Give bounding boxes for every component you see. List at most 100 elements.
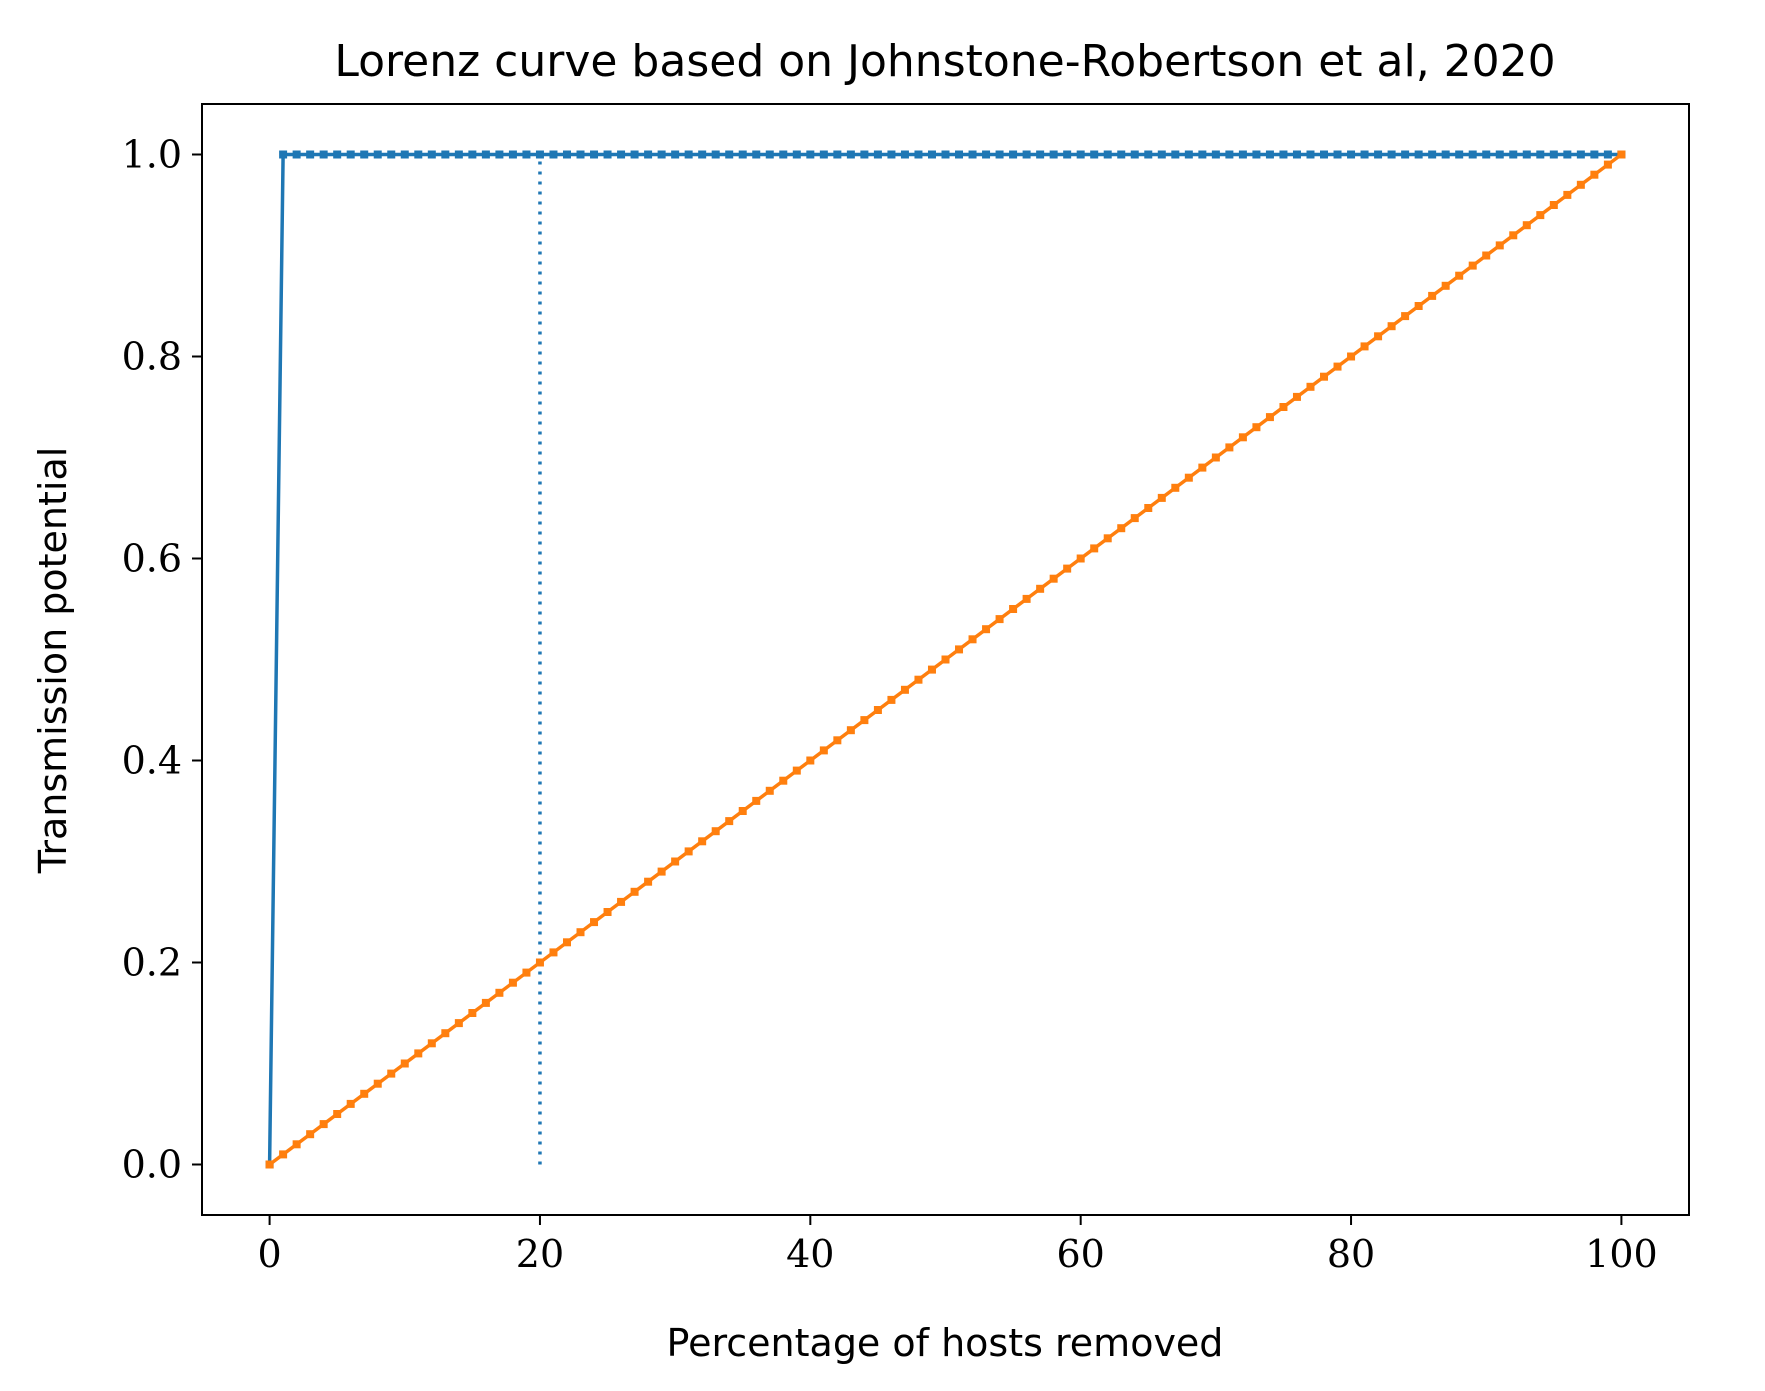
series-1-point [1495, 150, 1504, 159]
series-2-point [1198, 463, 1207, 472]
series-2-point [1225, 443, 1234, 452]
series-1-point [292, 150, 301, 159]
series-1-point [846, 150, 855, 159]
series-1-point [1144, 150, 1153, 159]
series-2-point [887, 695, 896, 704]
series-2-point [765, 786, 774, 795]
series-2-point [360, 1089, 369, 1098]
series-1-point [1036, 150, 1045, 159]
series-2-point [400, 1059, 409, 1068]
x-tick-label: 100 [1585, 1232, 1658, 1276]
series-1-point [698, 150, 707, 159]
series-1-point [1320, 150, 1329, 159]
series-1-point [968, 150, 977, 159]
series-1-point [468, 150, 477, 159]
x-tick-label: 0 [257, 1232, 281, 1276]
series-2-point [441, 1029, 450, 1038]
series-1-point [1333, 150, 1342, 159]
series-1-point [711, 150, 720, 159]
series-1-point [576, 150, 585, 159]
series-1-point [508, 150, 517, 159]
series-2-point [1238, 433, 1247, 442]
series-2-point [414, 1049, 423, 1058]
series-2-point [1265, 413, 1274, 422]
series-1-point [995, 150, 1004, 159]
series-1-point [725, 150, 734, 159]
series-2-point [927, 665, 936, 674]
series-1-point [657, 150, 666, 159]
y-axis-label: Transmission potential [31, 447, 75, 875]
series-2-point [1482, 251, 1491, 260]
series-2-point [454, 1019, 463, 1028]
series-1-point [900, 150, 909, 159]
series-2-point [265, 1160, 274, 1169]
y-tick-label: 0.0 [122, 1143, 182, 1187]
series-2-point [508, 978, 517, 987]
series-1-point [1103, 150, 1112, 159]
series-1-point [495, 150, 504, 159]
series-2-point [1617, 150, 1626, 159]
series-1-point [819, 150, 828, 159]
series-2-point [333, 1110, 342, 1118]
series-2-point [1076, 554, 1085, 563]
plot-frame [201, 103, 1690, 1216]
series-2-point [752, 796, 761, 805]
series-1-point [549, 150, 558, 159]
series-1-point [414, 150, 423, 159]
series-1-point [779, 150, 788, 159]
series-2-point [1022, 594, 1031, 603]
series-2-point [1590, 170, 1599, 179]
series-1-point [535, 150, 544, 159]
series-2-point [698, 837, 707, 846]
series-1-point [752, 150, 761, 159]
series-2-point [1009, 605, 1018, 613]
series-1-point [873, 150, 882, 159]
series-1-point [427, 150, 436, 159]
series-2-point [1387, 322, 1396, 331]
series-2-point [1549, 201, 1558, 209]
series-2-point [1347, 352, 1356, 361]
series-1-point [603, 150, 612, 159]
series-1-point [319, 150, 328, 159]
series-2-point [792, 766, 801, 775]
series-1-point [806, 150, 815, 159]
x-tick-label: 20 [516, 1232, 564, 1276]
series-2-point [495, 988, 504, 997]
series-2-point [292, 1140, 301, 1149]
series-2-point [1279, 403, 1288, 411]
y-tick-label: 0.6 [122, 537, 182, 581]
series-1-point [590, 150, 599, 159]
series-2-point [1374, 332, 1383, 341]
series-1-point [1563, 150, 1572, 159]
x-axis-label: Percentage of hosts removed [667, 1321, 1224, 1365]
series-2-point [535, 958, 544, 967]
series-1-point [360, 150, 369, 159]
series-1-point [982, 150, 991, 159]
series-2-point [819, 746, 828, 755]
series-1-point [1198, 150, 1207, 159]
series-1-point [1009, 150, 1018, 159]
series-2-point [1063, 564, 1072, 573]
series-2-point [1401, 312, 1410, 321]
series-2-point [1171, 483, 1180, 492]
series-2-point [914, 675, 923, 684]
series-1-point [1049, 150, 1058, 159]
series-1-point [1509, 150, 1518, 159]
series-1-point [1468, 150, 1477, 159]
series-2-point [1576, 180, 1585, 189]
series-1-point [1455, 150, 1464, 159]
series-1-point [306, 150, 315, 159]
series-2-point [900, 685, 909, 694]
series-2-point [522, 968, 531, 977]
series-1-point [1374, 150, 1383, 159]
series-1-point [1522, 150, 1531, 159]
series-2-point [1130, 514, 1139, 523]
series-2-point [833, 736, 842, 745]
series-2-point [684, 847, 693, 856]
series-2-point [630, 887, 639, 896]
series-2-point [955, 645, 964, 654]
series-1-point [1428, 150, 1437, 159]
series-2-point [725, 817, 734, 826]
series-2-point [1441, 281, 1450, 290]
series-2-point [1333, 362, 1342, 371]
